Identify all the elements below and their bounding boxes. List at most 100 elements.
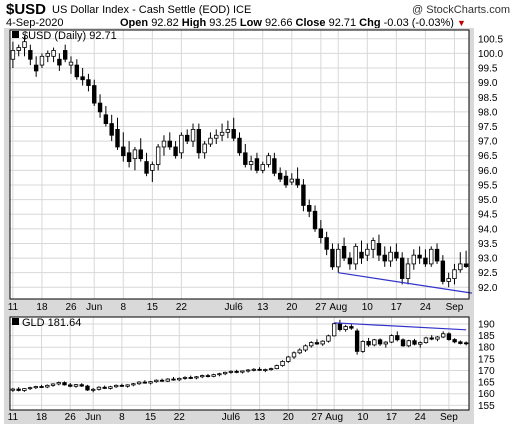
usd-candle-body	[219, 131, 225, 136]
gld-candle-body	[188, 377, 193, 379]
usd-candle-body	[243, 152, 248, 165]
usd-candle	[295, 167, 300, 188]
usd-candle	[161, 135, 167, 156]
gld-candle	[142, 380, 148, 384]
gld-candle	[354, 328, 360, 355]
gld-candle	[452, 338, 457, 344]
usd-candle-body	[405, 263, 411, 279]
gld-x-tick-label: Jun	[85, 412, 101, 423]
usd-candle-body	[196, 129, 202, 154]
gld-candle	[22, 388, 27, 392]
quote-date: 4-Sep-2020	[6, 17, 64, 29]
gld-candle-body	[56, 382, 61, 385]
chg-value: -0.03 (-0.03%)	[383, 17, 454, 29]
usd-candle	[307, 199, 312, 218]
usd-candle	[429, 246, 434, 267]
gld-x-tick-label: 18	[36, 412, 48, 423]
gld-candle-body	[251, 368, 257, 371]
usd-x-tick-label: Aug	[329, 302, 347, 313]
usd-y-tick-label: 92.5	[478, 268, 498, 279]
gld-y-tick-label: 180	[478, 343, 495, 354]
gld-candle-body	[280, 361, 285, 366]
usd-x-tick-label: 17	[391, 302, 403, 313]
gld-candle-body	[274, 365, 279, 370]
usd-candle	[376, 234, 382, 261]
usd-candle	[452, 263, 457, 285]
usd-candle	[312, 205, 318, 232]
gld-candle	[177, 377, 182, 382]
gld-candle	[423, 336, 429, 344]
gld-candle	[148, 380, 153, 385]
usd-candle	[62, 44, 68, 63]
gld-candle	[377, 338, 383, 346]
gld-candle-body	[354, 330, 360, 352]
gld-candle-body	[297, 349, 302, 354]
usd-candle-body	[458, 263, 463, 271]
gld-candle	[200, 374, 205, 379]
gld-candle-body	[222, 371, 228, 375]
usd-candle	[86, 73, 91, 92]
gld-candle-body	[263, 369, 268, 371]
usd-candle-body	[277, 172, 283, 180]
usd-candle-body	[126, 152, 132, 162]
gld-candle-body	[257, 368, 262, 371]
gld-candle-body	[10, 388, 16, 391]
gld-candle	[91, 387, 96, 393]
usd-candle-body	[138, 149, 143, 160]
usd-candle	[190, 123, 196, 147]
usd-candle-body	[307, 205, 312, 212]
gld-candle	[257, 367, 262, 371]
usd-y-tick-label: 100.5	[478, 34, 503, 45]
usd-candle	[173, 141, 178, 159]
usd-candle	[382, 246, 387, 267]
usd-candle	[440, 255, 446, 285]
gld-candle-body	[131, 383, 136, 386]
usd-candle	[417, 246, 422, 264]
gld-legend-label: GLD 181.64	[22, 317, 81, 329]
gld-candle	[10, 387, 16, 392]
usd-candle	[97, 94, 103, 118]
gld-x-tick-label: 27	[311, 412, 323, 423]
usd-candle-body	[423, 257, 428, 265]
gld-candle-body	[154, 379, 159, 383]
usd-candle	[341, 237, 347, 261]
gld-candle	[337, 319, 343, 332]
gld-candle	[113, 384, 119, 388]
usd-candle-body	[330, 248, 335, 268]
open-value: 92.82	[151, 17, 179, 29]
usd-candle	[289, 173, 294, 185]
gld-candle	[435, 336, 440, 342]
gld-candle-body	[383, 341, 388, 345]
usd-candle-body	[289, 178, 294, 183]
gld-candle	[125, 384, 130, 388]
usd-y-tick-label: 94.5	[478, 210, 498, 221]
usd-candle	[411, 249, 417, 270]
usd-candle-body	[190, 129, 196, 142]
gld-candle	[39, 384, 44, 388]
gld-x-tick-label: Aug	[325, 412, 343, 423]
usd-candle	[45, 50, 50, 63]
gld-candle-body	[171, 378, 176, 381]
usd-candle	[283, 170, 289, 188]
usd-x-tick-label: 20	[286, 302, 298, 313]
gld-candle	[263, 368, 268, 373]
usd-y-tick-label: 97.5	[478, 122, 498, 133]
gld-candle	[159, 378, 165, 382]
usd-x-tick-label: 15	[147, 302, 159, 313]
usd-candle-body	[446, 278, 451, 282]
gld-x-tick-label: 8	[119, 412, 125, 423]
gld-candle	[418, 341, 423, 348]
usd-candle-body	[97, 102, 103, 113]
usd-candle	[138, 138, 143, 162]
instrument-title: US Dollar Index - Cash Settle (EOD)	[52, 4, 230, 16]
usd-candle-body	[324, 237, 329, 250]
gld-candle-body	[177, 377, 182, 381]
gld-plot-border	[9, 316, 470, 411]
usd-candle-body	[318, 228, 324, 238]
gld-candle-body	[337, 323, 343, 330]
usd-candle	[248, 155, 254, 171]
usd-candle	[51, 47, 56, 63]
usd-candle	[92, 79, 97, 107]
gld-candle	[188, 375, 193, 380]
